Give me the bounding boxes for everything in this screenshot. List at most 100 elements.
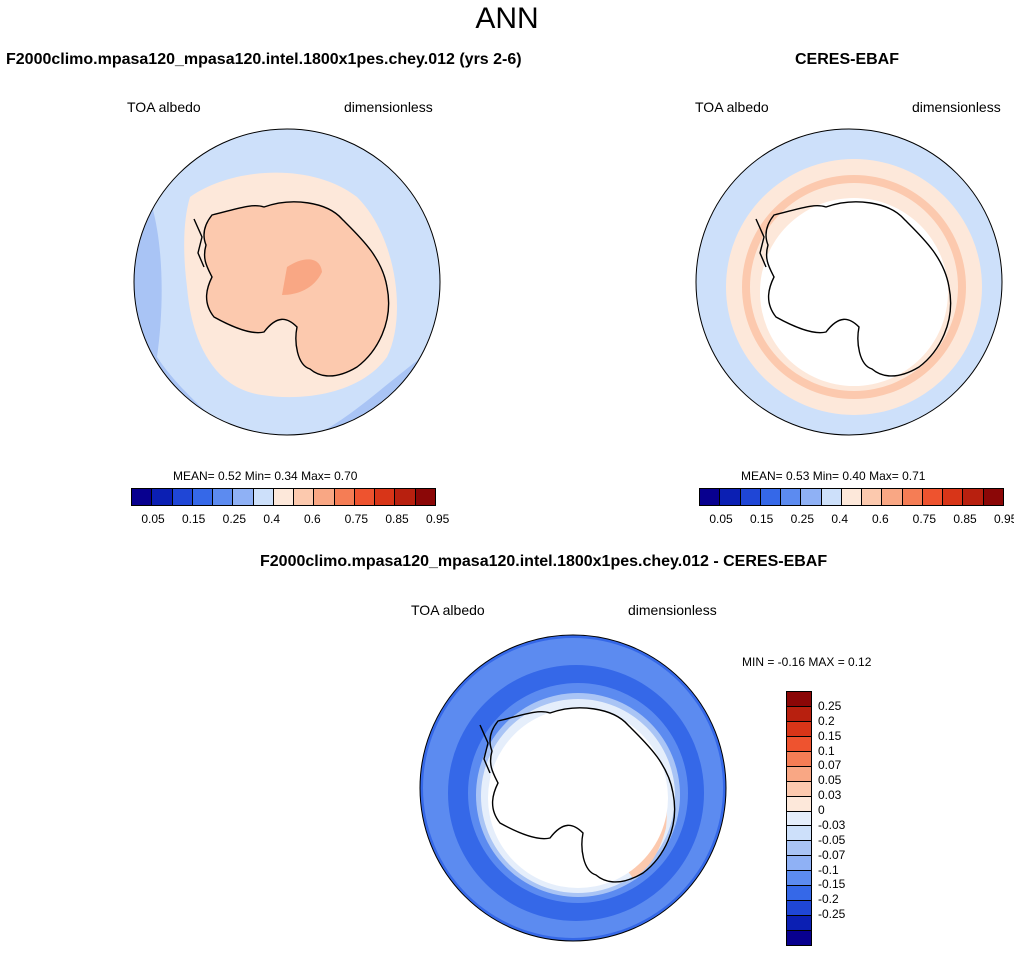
colorbar-swatch xyxy=(983,489,1003,505)
colorbar-tick-label: 0.03 xyxy=(818,788,842,803)
colorbar-tick-label: 0.15 xyxy=(182,512,206,526)
colorbar-swatch xyxy=(314,489,335,505)
panel-3-polar-map xyxy=(419,634,727,942)
colorbar-tick-label: 0.05 xyxy=(709,512,733,526)
colorbar-swatch xyxy=(787,886,811,902)
colorbar-swatch xyxy=(294,489,315,505)
colorbar-swatch xyxy=(334,489,355,505)
colorbar-tick-label: 0 xyxy=(818,803,825,818)
colorbar-swatch xyxy=(273,489,295,505)
colorbar-swatch xyxy=(172,489,193,505)
colorbar-tick-label: 0.85 xyxy=(385,512,409,526)
colorbar-swatch xyxy=(943,489,964,505)
colorbar-tick-label: 0.25 xyxy=(222,512,247,526)
colorbar-tick-label: 0.05 xyxy=(141,512,165,526)
colorbar-tick-label: 0.85 xyxy=(953,512,977,526)
colorbar-swatch xyxy=(152,489,173,505)
panel-3-variable: TOA albedo xyxy=(411,602,485,618)
colorbar-swatch xyxy=(213,489,234,505)
colorbar-tick-label: 0.4 xyxy=(263,512,281,526)
colorbar-tick-label: 0.15 xyxy=(818,728,842,743)
colorbar-swatch xyxy=(821,489,842,505)
panel-3-antarctica xyxy=(489,707,676,883)
colorbar-swatch xyxy=(415,489,435,505)
colorbar-swatch xyxy=(787,811,811,827)
colorbar-tick-label: -0.05 xyxy=(818,832,846,847)
colorbar-tick-label: 0.2 xyxy=(818,713,835,728)
panel-2-polar-map xyxy=(695,128,1003,436)
colorbar-swatch xyxy=(700,489,721,505)
colorbar-swatch xyxy=(787,856,811,872)
colorbar-swatch xyxy=(760,489,782,505)
panel-2-variable: TOA albedo xyxy=(695,99,769,115)
colorbar-swatch xyxy=(132,489,153,505)
panel-3-colorbar-ticks: 0.25 0.2 0.15 0.1 0.07 0.05 0.03 0 -0.03 -0.05 -0.… xyxy=(818,691,878,944)
colorbar-tick-label: -0.1 xyxy=(818,862,839,877)
panel-3-units: dimensionless xyxy=(628,602,717,618)
colorbar-swatch xyxy=(787,841,811,857)
colorbar-tick-label: -0.25 xyxy=(818,907,846,922)
colorbar-swatch xyxy=(354,489,376,505)
colorbar-swatch xyxy=(902,489,923,505)
panel-1-polar-map xyxy=(133,128,441,436)
panel-2-colorbar-ticks: 0.05 0.15 0.25 0.4 0.6 0.75 0.85 0.95 xyxy=(699,512,1014,526)
colorbar-swatch xyxy=(787,781,811,797)
colorbar-swatch xyxy=(787,826,811,842)
colorbar-tick-label: 0.25 xyxy=(818,698,842,713)
colorbar-tick-label: -0.15 xyxy=(818,877,846,892)
colorbar-swatch xyxy=(395,489,416,505)
colorbar-swatch xyxy=(882,489,903,505)
colorbar-swatch xyxy=(963,489,984,505)
panel-3-colorbar xyxy=(786,691,812,946)
panel-3-title: F2000climo.mpasa120_mpasa120.intel.1800x… xyxy=(260,553,828,570)
panel-1-stats: MEAN= 0.52 Min= 0.34 Max= 0.70 xyxy=(173,469,358,483)
panel-2-stats: MEAN= 0.53 Min= 0.40 Max= 0.71 xyxy=(741,469,926,483)
colorbar-swatch xyxy=(787,751,811,767)
colorbar-tick-label: 0.07 xyxy=(818,758,842,773)
colorbar-swatch xyxy=(253,489,274,505)
colorbar-swatch xyxy=(787,871,811,887)
colorbar-swatch xyxy=(781,489,802,505)
colorbar-tick-label: -0.2 xyxy=(818,892,839,907)
colorbar-swatch xyxy=(233,489,254,505)
colorbar-swatch xyxy=(862,489,883,505)
colorbar-swatch xyxy=(720,489,741,505)
panel-2-units: dimensionless xyxy=(912,99,1001,115)
colorbar-swatch xyxy=(740,489,761,505)
panel-3-stats: MIN = -0.16 MAX = 0.12 xyxy=(742,655,872,669)
colorbar-tick-label: -0.07 xyxy=(818,847,846,862)
colorbar-swatch xyxy=(787,796,811,812)
panel-2-colorbar xyxy=(699,488,1004,506)
colorbar-swatch xyxy=(192,489,214,505)
colorbar-swatch xyxy=(787,721,811,737)
colorbar-tick-label: 0.6 xyxy=(304,512,321,526)
colorbar-tick-label: 0.95 xyxy=(426,512,450,526)
colorbar-swatch xyxy=(922,489,944,505)
colorbar-swatch xyxy=(787,692,811,707)
figure-title: ANN xyxy=(475,2,539,35)
colorbar-swatch xyxy=(375,489,396,505)
colorbar-tick-label: -0.03 xyxy=(818,817,846,832)
colorbar-swatch xyxy=(787,706,811,722)
colorbar-tick-label: 0.15 xyxy=(750,512,774,526)
colorbar-tick-label: 0.05 xyxy=(818,773,842,788)
panel-1-title: F2000climo.mpasa120_mpasa120.intel.1800x… xyxy=(6,51,522,68)
panel-1-colorbar xyxy=(131,488,436,506)
colorbar-tick-label: 0.25 xyxy=(790,512,815,526)
colorbar-tick-label: 0.6 xyxy=(872,512,889,526)
panel-1-variable: TOA albedo xyxy=(127,99,201,115)
colorbar-tick-label: 0.75 xyxy=(912,512,937,526)
colorbar-tick-label: 0.1 xyxy=(818,743,835,758)
colorbar-swatch xyxy=(801,489,822,505)
colorbar-tick-label: 0.95 xyxy=(994,512,1014,526)
panel-1-units: dimensionless xyxy=(344,99,433,115)
colorbar-swatch xyxy=(787,916,811,931)
panel-2-title: CERES-EBAF xyxy=(795,51,900,68)
panel-2-antarctica xyxy=(765,201,952,377)
colorbar-tick-label: 0.4 xyxy=(831,512,849,526)
panel-1-colorbar-ticks: 0.05 0.15 0.25 0.4 0.6 0.75 0.85 0.95 xyxy=(131,512,449,526)
colorbar-swatch xyxy=(787,766,811,782)
colorbar-swatch xyxy=(787,931,811,945)
colorbar-swatch xyxy=(787,736,811,752)
colorbar-tick-label: 0.75 xyxy=(344,512,369,526)
